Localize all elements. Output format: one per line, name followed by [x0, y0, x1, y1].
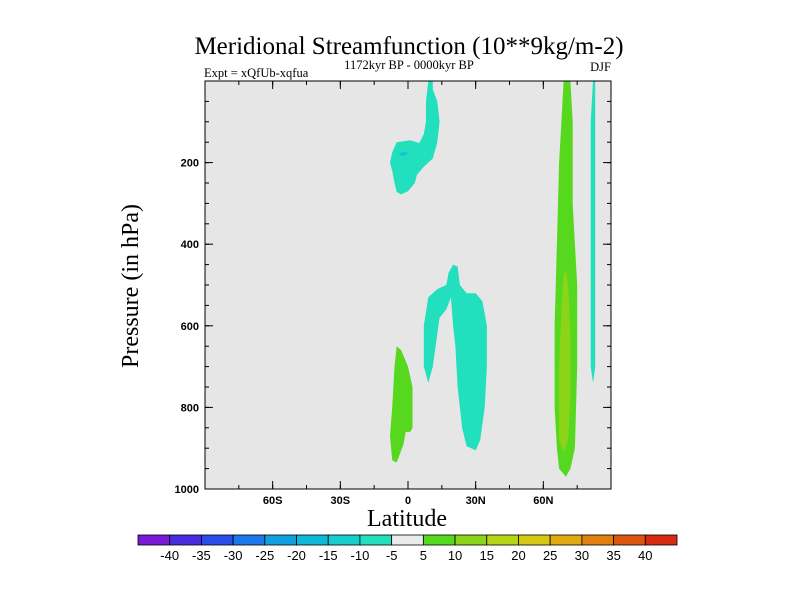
- colorbar-swatch: [422, 534, 456, 546]
- contour-region-0: [390, 81, 440, 195]
- colorbar-swatch: [486, 534, 519, 546]
- y-tick-label: 1000: [175, 484, 199, 496]
- colorbar-swatch: [391, 534, 424, 546]
- colorbar-swatch: [581, 534, 614, 546]
- colorbar-label: -20: [287, 548, 306, 563]
- y-axis-label: Pressure (in hPa): [118, 204, 144, 368]
- colorbar-label: -40: [160, 548, 179, 563]
- colorbar: -40 -35 -30 -25 -20 -15 -10 -5 5 10 15 20 25 30 35 40: [137, 534, 678, 563]
- colorbar-swatch: [454, 534, 488, 546]
- x-tick-label: 0: [405, 495, 411, 507]
- y-tick-label: 400: [181, 239, 199, 251]
- colorbar-swatch: [137, 534, 171, 546]
- x-tick-label: 30N: [466, 495, 486, 507]
- y-tick-label: 600: [181, 321, 199, 333]
- x-tick-label: 60N: [533, 495, 553, 507]
- plot-area: [205, 81, 611, 489]
- colorbar-swatch: [169, 534, 202, 546]
- colorbar-label: -30: [224, 548, 243, 563]
- axes: 60S 30S 0 30N 60N 200 400 600 800 1000: [175, 80, 612, 507]
- contour-region-3: [390, 346, 413, 463]
- contour-region-5: [559, 268, 571, 453]
- colorbar-label: -5: [386, 548, 398, 563]
- colorbar-label: 25: [543, 548, 557, 563]
- colorbar-label: -35: [192, 548, 211, 563]
- chart-title: Meridional Streamfunction (10**9kg/m-2): [194, 33, 623, 60]
- colorbar-label: 35: [606, 548, 620, 563]
- contour-region-6: [590, 81, 596, 383]
- colorbar-label: 5: [420, 548, 427, 563]
- colorbar-label: 15: [480, 548, 494, 563]
- x-tick-label: 60S: [263, 495, 283, 507]
- season-label: DJF: [590, 60, 611, 74]
- contour-region-2: [423, 264, 487, 451]
- contour-region-1: [399, 151, 408, 157]
- colorbar-swatch: [327, 534, 361, 546]
- experiment-label: Expt = xQfUb-xqfua: [204, 66, 309, 80]
- colorbar-swatch: [232, 534, 266, 546]
- colorbar-swatch: [359, 534, 393, 546]
- colorbar-swatch: [201, 534, 234, 546]
- colorbar-label: -15: [319, 548, 338, 563]
- colorbar-label: -10: [351, 548, 370, 563]
- period-label: 1172kyr BP - 0000kyr BP: [344, 58, 474, 72]
- colorbar-swatch: [264, 534, 297, 546]
- y-tick-label: 800: [181, 402, 199, 414]
- colorbar-label: 40: [638, 548, 652, 563]
- colorbar-label: 20: [511, 548, 525, 563]
- colorbar-label: 10: [448, 548, 462, 563]
- colorbar-swatch: [644, 534, 678, 546]
- colorbar-swatch: [613, 534, 646, 546]
- y-tick-label: 200: [181, 158, 199, 170]
- x-axis-label: Latitude: [367, 506, 447, 532]
- x-tick-label: 30S: [331, 495, 351, 507]
- colorbar-swatch: [296, 534, 329, 546]
- colorbar-swatch: [549, 534, 583, 546]
- colorbar-label: 30: [575, 548, 589, 563]
- colorbar-label: -25: [255, 548, 274, 563]
- colorbar-swatch: [518, 534, 551, 546]
